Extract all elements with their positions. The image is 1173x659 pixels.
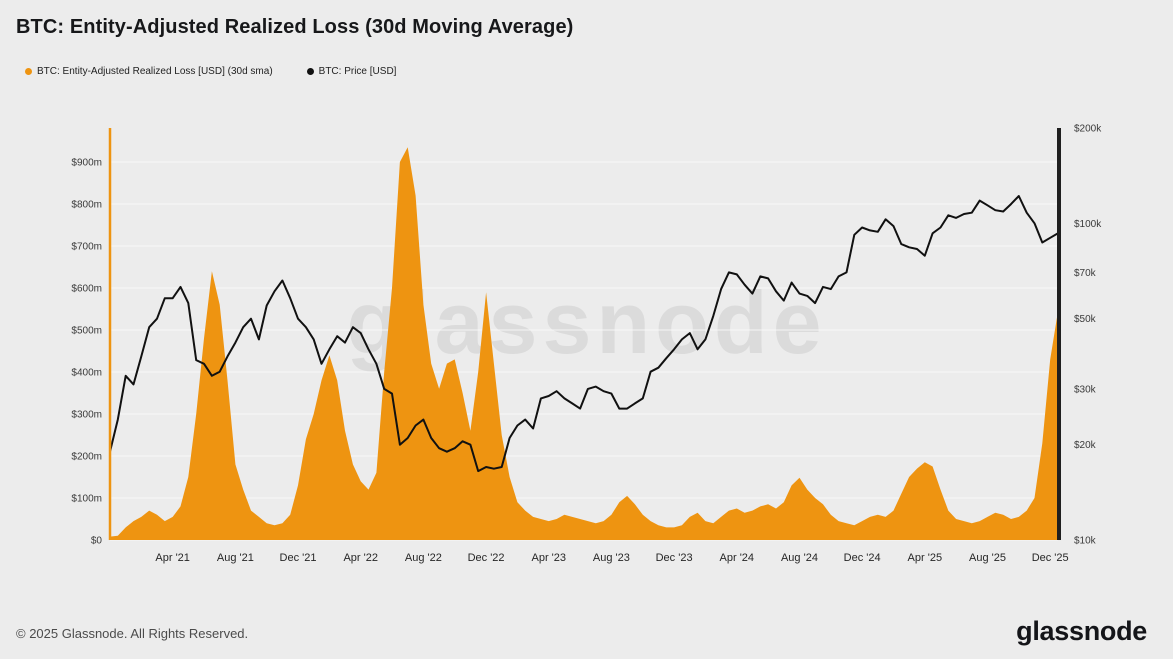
y-axis-left-tick-label: $700m xyxy=(71,242,102,253)
x-axis-tick-label: Aug '21 xyxy=(217,552,254,564)
y-axis-right-tick-label: $30k xyxy=(1074,384,1097,395)
page-title: BTC: Entity-Adjusted Realized Loss (30d … xyxy=(16,16,574,38)
x-axis-tick-label: Dec '24 xyxy=(844,552,881,564)
x-axis-tick-label: Apr '23 xyxy=(531,552,566,564)
y-axis-right-tick-label: $70k xyxy=(1074,268,1097,279)
legend-item-realized-loss[interactable]: BTC: Entity-Adjusted Realized Loss [USD]… xyxy=(25,66,273,77)
legend-marker-orange-dot-icon xyxy=(25,68,32,75)
y-axis-left-tick-label: $800m xyxy=(71,200,102,211)
realized-loss-area-series xyxy=(110,147,1058,541)
y-axis-right-tick-label: $20k xyxy=(1074,440,1097,451)
y-axis-left-tick-label: $100m xyxy=(71,494,102,505)
y-axis-right-tick-label: $100k xyxy=(1074,219,1102,230)
x-axis-tick-label: Apr '21 xyxy=(155,552,190,564)
y-axis-left-tick-label: $0 xyxy=(91,536,103,547)
legend-label-price: BTC: Price [USD] xyxy=(318,66,397,77)
legend-label-realized-loss: BTC: Entity-Adjusted Realized Loss [USD]… xyxy=(37,66,273,77)
y-axis-left-tick-label: $600m xyxy=(71,284,102,295)
y-axis-left-tick-label: $300m xyxy=(71,410,102,421)
x-axis-tick-label: Dec '21 xyxy=(280,552,317,564)
y-axis-left-tick-label: $200m xyxy=(71,452,102,463)
y-axis-right-tick-label: $50k xyxy=(1074,314,1097,325)
legend-item-price[interactable]: BTC: Price [USD] xyxy=(306,66,397,77)
y-axis-left-tick-label: $900m xyxy=(71,158,102,169)
x-axis-tick-label: Aug '22 xyxy=(405,552,442,564)
footer-copyright: © 2025 Glassnode. All Rights Reserved. xyxy=(16,626,249,641)
x-axis-tick-label: Aug '24 xyxy=(781,552,818,564)
price-line-series xyxy=(109,195,1059,473)
x-axis-tick-label: Aug '25 xyxy=(969,552,1006,564)
x-axis-tick-label: Apr '25 xyxy=(908,552,943,564)
y-axis-left-tick-label: $400m xyxy=(71,368,102,379)
glassnode-logo: glassnode xyxy=(1016,616,1147,646)
x-axis-tick-label: Dec '22 xyxy=(468,552,505,564)
legend-marker-black-dot-icon xyxy=(306,68,314,75)
x-axis-tick-label: Aug '23 xyxy=(593,552,630,564)
y-axis-right-tick-label: $10k xyxy=(1074,536,1097,547)
x-axis-tick-label: Dec '23 xyxy=(656,552,693,564)
chart-canvas[interactable]: $0 $100m $200m $300m $400m $500m $600m $700m $80… xyxy=(0,0,1173,600)
x-axis-tick-label: Apr '22 xyxy=(343,552,378,564)
y-axis-left-tick-label: $500m xyxy=(71,326,102,337)
x-axis-tick-label: Apr '24 xyxy=(720,552,755,564)
x-axis-tick-label: Dec '25 xyxy=(1032,552,1069,564)
chart-legend: BTC: Entity-Adjusted Realized Loss [USD]… xyxy=(25,66,396,77)
y-axis-right-tick-label: $200k xyxy=(1074,124,1102,135)
